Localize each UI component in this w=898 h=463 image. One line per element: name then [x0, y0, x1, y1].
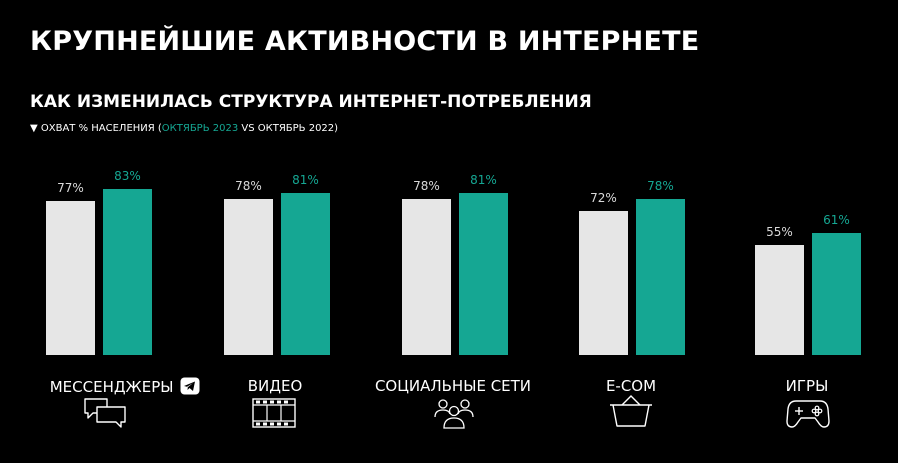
bar-2022-2: [402, 199, 451, 355]
gamepad-icon: [786, 400, 830, 428]
shopping-basket-icon: [610, 395, 652, 427]
bar-2022-0: [46, 201, 95, 355]
telegram-icon: [180, 377, 200, 395]
data-label-2022-2: 78%: [413, 179, 440, 193]
chart-note: ▼ ОХВАТ % НАСЕЛЕНИЯ (ОКТЯБРЬ 2023 VS ОКТ…: [30, 123, 338, 134]
page-title: КРУПНЕЙШИЕ АКТИВНОСТИ В ИНТЕРНЕТЕ: [30, 26, 700, 57]
category-label-social: СОЦИАЛЬНЫЕ СЕТИ: [374, 377, 532, 395]
bar-2023-1: [281, 193, 330, 355]
bar-2022-3: [579, 211, 628, 355]
note-prefix: ▼ ОХВАТ % НАСЕЛЕНИЯ (: [30, 123, 162, 134]
people-group-icon: [434, 399, 474, 429]
data-label-2023-4: 61%: [823, 213, 850, 227]
bar-2022-4: [755, 245, 804, 355]
category-label-text: МЕССЕНДЖЕРЫ: [49, 378, 174, 396]
data-label-2022-1: 78%: [235, 179, 262, 193]
bar-2023-4: [812, 233, 861, 355]
data-label-2022-0: 77%: [57, 181, 84, 195]
chat-bubbles-icon: [84, 398, 126, 428]
data-label-2022-3: 72%: [590, 191, 617, 205]
bar-2023-2: [459, 193, 508, 355]
category-label-ecom: E-COM: [605, 377, 657, 395]
data-label-2023-0: 83%: [114, 169, 141, 183]
bar-2023-3: [636, 199, 685, 355]
category-label-video: ВИДЕО: [247, 377, 303, 395]
chart-subtitle: КАК ИЗМЕНИЛАСЬ СТРУКТУРА ИНТЕРНЕТ-ПОТРЕБ…: [30, 92, 592, 112]
bar-2022-1: [224, 199, 273, 355]
film-strip-icon: [252, 398, 296, 428]
data-label-2023-3: 78%: [647, 179, 674, 193]
note-suffix: VS ОКТЯБРЬ 2022): [238, 123, 339, 134]
data-label-2023-1: 81%: [292, 173, 319, 187]
bar-2023-0: [103, 189, 152, 355]
data-label-2023-2: 81%: [470, 173, 497, 187]
note-accent: ОКТЯБРЬ 2023: [161, 123, 239, 134]
category-label-games: ИГРЫ: [785, 377, 829, 395]
category-label-messengers: МЕССЕНДЖЕРЫ: [25, 377, 225, 396]
data-label-2022-4: 55%: [766, 225, 793, 239]
